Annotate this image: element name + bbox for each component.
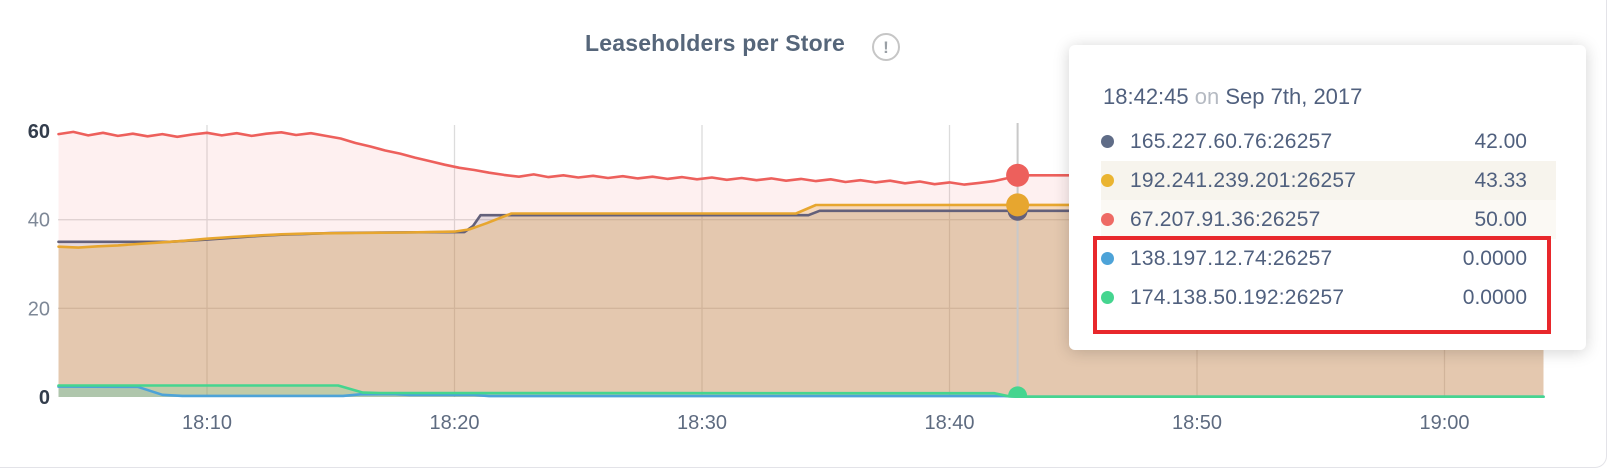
series-label: 165.227.60.76:26257 (1130, 129, 1333, 153)
tooltip-header: 18:42:45 on Sep 7th, 2017 (1103, 82, 1556, 112)
series-value: 50.00 (1474, 207, 1527, 231)
tooltip-rows: 165.227.60.76:26257 42.00 192.241.239.201:… (1101, 122, 1556, 317)
chart-title: Leaseholders per Store (584, 30, 846, 56)
hover-tooltip: 18:42:45 on Sep 7th, 2017 165.227.60.76:… (1069, 45, 1586, 350)
hover-dot-green (1008, 386, 1028, 398)
svg-text:!: ! (883, 38, 889, 57)
series-dot-icon (1101, 213, 1114, 226)
series-value: 0.0000 (1462, 246, 1527, 270)
series-value: 43.33 (1474, 168, 1527, 192)
series-value: 42.00 (1474, 129, 1527, 153)
tooltip-row: 192.241.239.201:26257 43.33 (1101, 161, 1556, 200)
series-label: 174.138.50.192:26257 (1130, 285, 1345, 309)
line-yellow (57, 203, 1545, 249)
series-dot-icon (1101, 174, 1114, 187)
annotation-red-box (1093, 236, 1551, 334)
series-dot-icon (1101, 291, 1114, 304)
x-axis-label: 18:10 (182, 412, 232, 434)
y-axis-label: 40 (28, 210, 50, 232)
hover-dot-red (1006, 163, 1030, 187)
x-axis-label: 18:40 (924, 412, 974, 434)
hover-dot-yellow (1006, 193, 1030, 217)
series-dot-icon (1101, 252, 1114, 265)
tooltip-row: 174.138.50.192:26257 0.0000 (1101, 278, 1556, 317)
series-label: 192.241.239.201:26257 (1130, 168, 1357, 192)
y-axis-label: 60 (28, 121, 50, 143)
series-value: 0.0000 (1462, 285, 1527, 309)
y-axis-label: 20 (28, 298, 50, 320)
line-red (57, 130, 1545, 186)
tooltip-date: Sep 7th, 2017 (1225, 84, 1363, 109)
series-label: 138.197.12.74:26257 (1130, 246, 1333, 270)
tooltip-row: 138.197.12.74:26257 0.0000 (1101, 239, 1556, 278)
info-icon[interactable]: ! (871, 32, 901, 62)
tooltip-row: 165.227.60.76:26257 42.00 (1101, 122, 1556, 161)
series-dot-icon (1101, 135, 1114, 148)
tooltip-row: 67.207.91.36:26257 50.00 (1101, 200, 1556, 239)
x-axis-label: 18:20 (429, 412, 479, 434)
x-axis-label: 18:50 (1172, 412, 1222, 434)
tooltip-on-word: on (1194, 84, 1220, 109)
tooltip-time: 18:42:45 (1103, 84, 1189, 109)
y-axis-label: 0 (39, 387, 50, 409)
x-axis-label: 18:30 (677, 412, 727, 434)
series-label: 67.207.91.36:26257 (1130, 207, 1321, 231)
x-axis-label: 19:00 (1419, 412, 1469, 434)
